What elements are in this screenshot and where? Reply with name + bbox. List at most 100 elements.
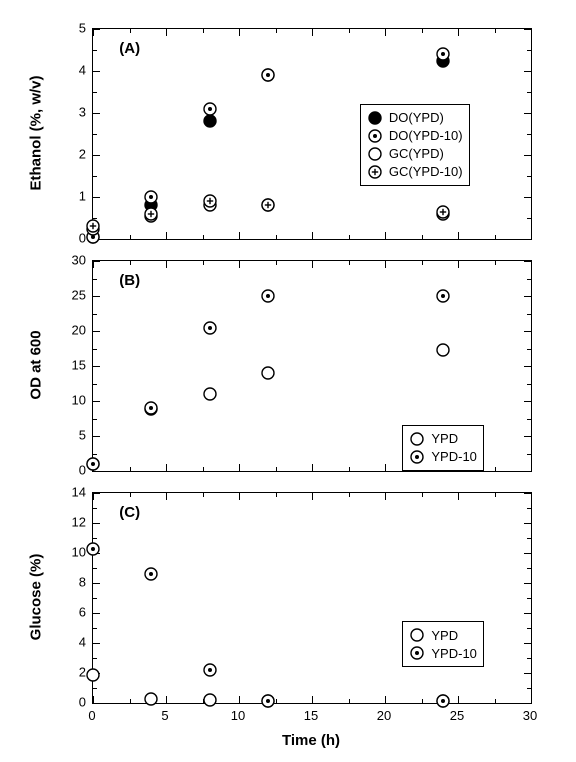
- tick-x-minor: [276, 467, 277, 471]
- tick-y-minor: [93, 598, 97, 599]
- legend-item: YPD: [409, 626, 477, 644]
- tick-label-y: 5: [79, 428, 86, 443]
- legend-label: DO(YPD): [389, 110, 444, 125]
- tick-x: [531, 232, 532, 239]
- tick-y: [93, 401, 100, 402]
- tick-x: [239, 493, 240, 500]
- tick-label-x: 10: [231, 708, 245, 723]
- tick-label-y: 0: [79, 695, 86, 710]
- tick-x-minor: [276, 493, 277, 497]
- tick-x-minor: [495, 699, 496, 703]
- tick-x: [385, 261, 386, 268]
- tick-y: [93, 261, 100, 262]
- tick-y-minor: [527, 218, 531, 219]
- legend-marker-icon: [367, 128, 383, 144]
- tick-y: [524, 643, 531, 644]
- legend-marker-icon: [367, 146, 383, 162]
- legend-item: YPD-10: [409, 644, 477, 662]
- legend-item: YPD: [409, 430, 477, 448]
- marker-open-circle: [435, 342, 451, 358]
- tick-y: [524, 261, 531, 262]
- tick-y-minor: [93, 50, 97, 51]
- marker-open-circle-dot: [85, 456, 101, 472]
- tick-x: [166, 696, 167, 703]
- tick-x-minor: [422, 261, 423, 265]
- tick-label-y: 4: [79, 63, 86, 78]
- tick-y-minor: [93, 176, 97, 177]
- tick-label-y: 0: [79, 231, 86, 246]
- tick-y: [93, 493, 100, 494]
- marker-open-circle-cross: [85, 218, 101, 234]
- tick-label-x: 0: [88, 708, 95, 723]
- panel-label-b: (B): [119, 272, 140, 289]
- tick-x-minor: [422, 29, 423, 33]
- tick-y-minor: [93, 314, 97, 315]
- legend-item: DO(YPD): [367, 109, 463, 127]
- tick-y: [524, 493, 531, 494]
- tick-x: [531, 696, 532, 703]
- marker-open-circle: [260, 365, 276, 381]
- y-axis-title-c: Glucose (%): [28, 554, 45, 641]
- tick-label-y: 8: [79, 575, 86, 590]
- tick-x: [458, 493, 459, 500]
- tick-x-minor: [349, 261, 350, 265]
- tick-x-minor: [495, 467, 496, 471]
- tick-y: [524, 366, 531, 367]
- tick-y: [93, 583, 100, 584]
- marker-open-circle-dot: [260, 288, 276, 304]
- tick-x: [531, 464, 532, 471]
- tick-y-minor: [93, 384, 97, 385]
- marker-open-circle-dot: [143, 566, 159, 582]
- marker-open-circle-dot: [435, 46, 451, 62]
- tick-y: [524, 703, 531, 704]
- tick-x: [312, 493, 313, 500]
- tick-x: [312, 232, 313, 239]
- tick-x: [312, 29, 313, 36]
- tick-label-y: 25: [72, 288, 86, 303]
- tick-y: [524, 401, 531, 402]
- tick-y-minor: [93, 349, 97, 350]
- legend-marker-icon: [367, 110, 383, 126]
- tick-x: [312, 696, 313, 703]
- tick-x: [531, 261, 532, 268]
- tick-x: [458, 29, 459, 36]
- marker-open-circle-dot: [202, 662, 218, 678]
- tick-y-minor: [527, 454, 531, 455]
- tick-y: [524, 71, 531, 72]
- tick-label-y: 6: [79, 605, 86, 620]
- tick-y: [524, 613, 531, 614]
- tick-x-minor: [495, 261, 496, 265]
- tick-label-y: 10: [72, 393, 86, 408]
- legend-item: GC(YPD-10): [367, 163, 463, 181]
- tick-x-minor: [495, 493, 496, 497]
- tick-y: [524, 471, 531, 472]
- tick-y-minor: [527, 508, 531, 509]
- tick-x-minor: [130, 467, 131, 471]
- panel-c: (C)YPDYPD-10: [92, 492, 532, 704]
- tick-y-minor: [93, 508, 97, 509]
- tick-y: [524, 29, 531, 30]
- tick-x: [93, 696, 94, 703]
- tick-y: [93, 613, 100, 614]
- tick-x-minor: [203, 235, 204, 239]
- tick-label-x: 20: [377, 708, 391, 723]
- tick-x-minor: [422, 699, 423, 703]
- tick-y: [524, 553, 531, 554]
- tick-y-minor: [527, 568, 531, 569]
- tick-y-minor: [527, 349, 531, 350]
- legend-b: YPDYPD-10: [402, 425, 484, 471]
- tick-y: [524, 331, 531, 332]
- marker-open-circle-cross: [435, 204, 451, 220]
- tick-y-minor: [93, 628, 97, 629]
- tick-x-minor: [130, 261, 131, 265]
- tick-x: [166, 29, 167, 36]
- tick-x-minor: [203, 493, 204, 497]
- tick-x-minor: [349, 699, 350, 703]
- marker-open-circle-dot: [202, 320, 218, 336]
- tick-y-minor: [93, 568, 97, 569]
- tick-label-y: 30: [72, 253, 86, 268]
- tick-y: [93, 703, 100, 704]
- tick-y-minor: [527, 688, 531, 689]
- tick-x: [385, 464, 386, 471]
- marker-open-circle: [85, 667, 101, 683]
